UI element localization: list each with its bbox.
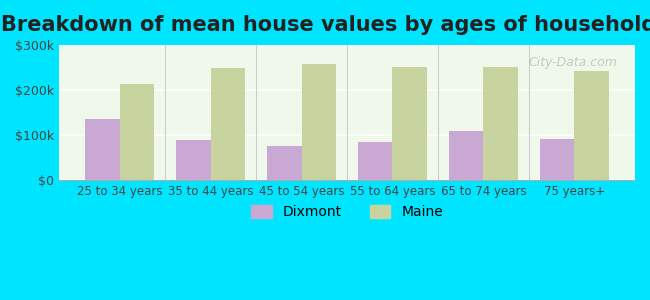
Bar <box>358 142 393 180</box>
Bar <box>540 139 574 180</box>
Title: Breakdown of mean house values by ages of householders: Breakdown of mean house values by ages o… <box>1 15 650 35</box>
Bar <box>267 146 302 180</box>
Bar <box>393 68 427 180</box>
Bar <box>574 70 609 180</box>
Bar <box>484 67 518 180</box>
Text: City-Data.com: City-Data.com <box>529 56 617 69</box>
Bar <box>176 140 211 180</box>
Bar <box>85 119 120 180</box>
Bar <box>120 84 154 180</box>
Bar <box>302 64 336 180</box>
Bar <box>448 130 484 180</box>
Bar <box>211 68 245 180</box>
Legend: Dixmont, Maine: Dixmont, Maine <box>245 200 448 225</box>
